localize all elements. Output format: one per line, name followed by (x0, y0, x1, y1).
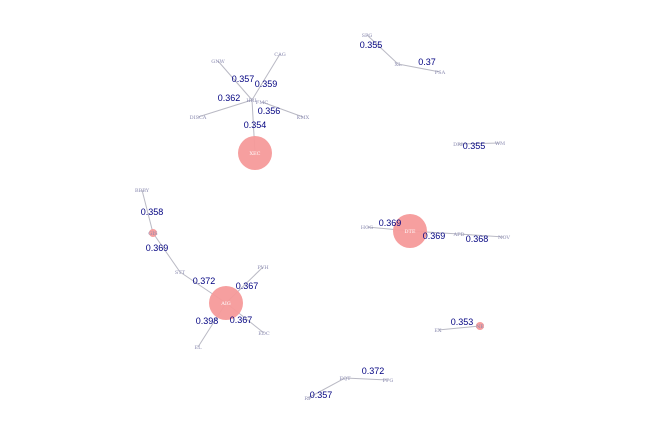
graph-node: APD (453, 232, 465, 238)
node-label: BBBY (135, 188, 150, 194)
graph-node: HOG (361, 225, 373, 231)
graph-edge (217, 60, 253, 101)
node-label: EX (434, 328, 442, 334)
graph-node: EX (434, 328, 442, 334)
node-label: APD (453, 232, 465, 238)
graph-node: PPG (383, 378, 394, 384)
edge-weight-label: 0.357 (232, 74, 255, 84)
graph-node: PVH (257, 265, 269, 271)
node-label: FMC (256, 100, 269, 106)
node-label: DTE (405, 229, 416, 235)
edge-weight-label: 0.357 (310, 390, 333, 400)
graph-edge (437, 325, 481, 331)
graph-node: KMX (297, 115, 310, 121)
edge-weight-label: 0.372 (193, 276, 216, 286)
node-bubble (209, 286, 243, 320)
graph-node: PSA (435, 70, 446, 76)
node-label: GNW (211, 59, 225, 65)
node-label: EQT (339, 376, 351, 382)
graph-node: AIG (209, 286, 243, 320)
node-label: CAG (274, 52, 285, 58)
edge-weight-label: 0.367 (230, 315, 253, 325)
graph-node: EL (195, 345, 203, 351)
node-label: PVH (257, 265, 269, 271)
graph-edge (152, 232, 181, 273)
graph-node: GNW (211, 59, 225, 65)
graph-node: HRL (246, 98, 258, 104)
node-label: AIG (220, 301, 231, 307)
graph-edge (261, 101, 304, 118)
node-label: SPG (362, 33, 373, 39)
graph-node: FMC (256, 100, 269, 106)
edge-weight-label: 0.355 (463, 141, 486, 151)
graph-edge (457, 142, 501, 145)
edge-weight-label: 0.362 (218, 93, 241, 103)
edge-weight-label: 0.354 (244, 120, 267, 130)
node-bubble (476, 322, 484, 330)
graph-node: DTE (393, 214, 427, 248)
node-bubble (393, 214, 427, 248)
graph-edge (458, 233, 505, 238)
weight-labels-layer: 0.3540.3590.3570.3620.3560.3550.370.3550… (141, 40, 489, 400)
node-label: NOV (498, 235, 510, 241)
node-label: STT (175, 270, 186, 276)
graph-node: EDC (258, 331, 270, 337)
graph-node: NE (476, 322, 484, 330)
graph-edge (344, 377, 389, 381)
node-label: PPG (383, 378, 394, 384)
edge-weight-label: 0.369 (379, 218, 402, 228)
node-label: WM (495, 141, 505, 147)
graph-node: DRI (453, 142, 463, 148)
node-label: EDC (258, 331, 270, 337)
edge-weight-label: 0.353 (451, 317, 474, 327)
graph-node: NOV (498, 235, 510, 241)
node-label: XL (395, 62, 403, 68)
graph-node: BBBY (135, 188, 150, 194)
node-label: NE (476, 324, 484, 330)
edge-weight-label: 0.369 (423, 231, 446, 241)
node-label: DRI (453, 142, 463, 148)
graph-node: EQT (339, 376, 351, 382)
node-bubble (149, 229, 157, 237)
graph-edge (307, 377, 346, 399)
edge-weight-label: 0.356 (258, 106, 281, 116)
node-label: XEC (249, 151, 260, 157)
graph-node: CAG (274, 52, 285, 58)
edge-weight-label: 0.367 (236, 281, 259, 291)
edge-weight-label: 0.368 (466, 234, 489, 244)
edge-weight-label: 0.369 (146, 243, 169, 253)
node-label: PSA (435, 70, 446, 76)
edge-weight-label: 0.37 (418, 57, 436, 67)
graph-edge (397, 63, 441, 73)
edge-weight-label: 0.398 (196, 316, 219, 326)
graph-node: XEC (238, 136, 272, 170)
graph-edge (141, 189, 154, 234)
node-label: HOG (361, 225, 373, 231)
node-label: DISCA (190, 115, 207, 121)
edge-weight-label: 0.372 (362, 366, 385, 376)
node-label: GIS (148, 231, 158, 237)
node-label: EL (195, 345, 203, 351)
graph-node: DISCA (190, 115, 207, 121)
graph-node: RF (304, 396, 312, 402)
graph-node: XL (395, 62, 403, 68)
edge-weight-label: 0.358 (141, 207, 164, 217)
edges-layer (141, 34, 505, 399)
graph-node: WM (495, 141, 505, 147)
graph-node: SPG (362, 33, 373, 39)
edge-weight-label: 0.355 (360, 40, 383, 50)
graph-edge (366, 34, 399, 65)
node-label: KMX (297, 115, 310, 121)
node-bubble (238, 136, 272, 170)
graph-edge (197, 99, 253, 118)
graph-edge (251, 53, 281, 101)
node-label: RF (304, 396, 312, 402)
node-label: HRL (246, 98, 258, 104)
graph-node: STT (175, 270, 186, 276)
graph-node: GIS (148, 229, 158, 237)
edge-weight-label: 0.359 (255, 79, 278, 89)
